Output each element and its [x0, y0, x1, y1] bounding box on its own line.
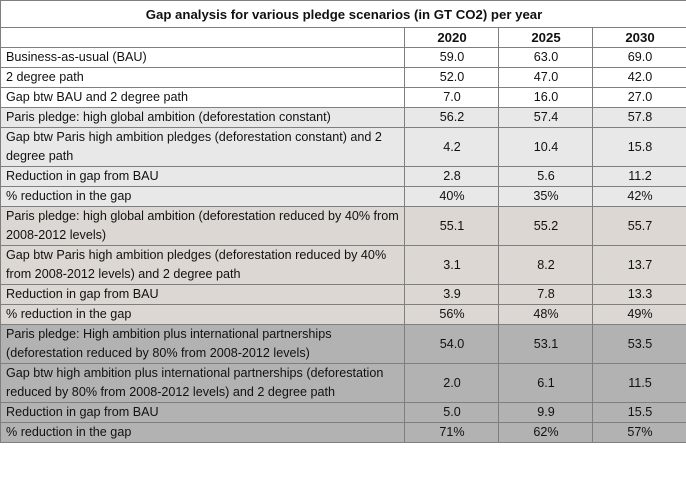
value-cell-2020: 7.0 — [404, 87, 499, 108]
column-header-2030: 2030 — [592, 27, 686, 48]
value-cell-2020: 56% — [404, 304, 499, 325]
value-cell-2030: 11.5 — [592, 363, 686, 403]
value-cell-2030: 42% — [592, 186, 686, 207]
value-cell-2025: 57.4 — [498, 107, 593, 128]
value-cell-2025: 10.4 — [498, 127, 593, 167]
value-cell-2020: 54.0 — [404, 324, 499, 364]
value-cell-2030: 11.2 — [592, 166, 686, 187]
table-row: 2 degree path 52.0 47.0 42.0 — [0, 67, 686, 88]
value-cell-2020: 2.0 — [404, 363, 499, 403]
value-cell-2025: 9.9 — [498, 402, 593, 423]
row-label: % reduction in the gap — [0, 186, 405, 207]
value-cell-2030: 27.0 — [592, 87, 686, 108]
value-cell-2030: 15.8 — [592, 127, 686, 167]
row-label: Gap btw Paris high ambition pledges (def… — [0, 245, 405, 285]
value-cell-2025: 6.1 — [498, 363, 593, 403]
value-cell-2030: 49% — [592, 304, 686, 325]
row-label: 2 degree path — [0, 67, 405, 88]
table-row: Paris pledge: high global ambition (defo… — [0, 107, 686, 128]
value-cell-2025: 63.0 — [498, 47, 593, 68]
row-label: Gap btw Paris high ambition pledges (def… — [0, 127, 405, 167]
value-cell-2020: 40% — [404, 186, 499, 207]
table-row: Gap btw BAU and 2 degree path 7.0 16.0 27.0 — [0, 87, 686, 108]
value-cell-2020: 4.2 — [404, 127, 499, 167]
value-cell-2030: 57% — [592, 422, 686, 443]
value-cell-2020: 52.0 — [404, 67, 499, 88]
value-cell-2025: 7.8 — [498, 284, 593, 305]
table-row: Business-as-usual (BAU) 59.0 63.0 69.0 — [0, 47, 686, 68]
row-label: Paris pledge: high global ambition (defo… — [0, 107, 405, 128]
table-row: Gap btw Paris high ambition pledges (def… — [0, 127, 686, 167]
column-header-2025: 2025 — [498, 27, 593, 48]
header-label-cell — [0, 27, 405, 48]
value-cell-2025: 8.2 — [498, 245, 593, 285]
table-row: % reduction in the gap 40% 35% 42% — [0, 186, 686, 207]
table-row: % reduction in the gap 71% 62% 57% — [0, 422, 686, 443]
value-cell-2020: 55.1 — [404, 206, 499, 246]
value-cell-2020: 59.0 — [404, 47, 499, 68]
value-cell-2030: 53.5 — [592, 324, 686, 364]
table-row: Gap btw Paris high ambition pledges (def… — [0, 245, 686, 285]
value-cell-2020: 71% — [404, 422, 499, 443]
row-label: % reduction in the gap — [0, 422, 405, 443]
table-row: Paris pledge: High ambition plus interna… — [0, 324, 686, 364]
row-label: Gap btw BAU and 2 degree path — [0, 87, 405, 108]
table-row: % reduction in the gap 56% 48% 49% — [0, 304, 686, 325]
value-cell-2020: 3.9 — [404, 284, 499, 305]
table-row: Paris pledge: high global ambition (defo… — [0, 206, 686, 246]
row-label: Paris pledge: high global ambition (defo… — [0, 206, 405, 246]
value-cell-2030: 13.3 — [592, 284, 686, 305]
value-cell-2020: 3.1 — [404, 245, 499, 285]
value-cell-2030: 69.0 — [592, 47, 686, 68]
value-cell-2025: 62% — [498, 422, 593, 443]
row-label: Reduction in gap from BAU — [0, 166, 405, 187]
row-label: Paris pledge: High ambition plus interna… — [0, 324, 405, 364]
row-label: % reduction in the gap — [0, 304, 405, 325]
value-cell-2020: 5.0 — [404, 402, 499, 423]
value-cell-2030: 55.7 — [592, 206, 686, 246]
row-label: Gap btw high ambition plus international… — [0, 363, 405, 403]
value-cell-2020: 2.8 — [404, 166, 499, 187]
value-cell-2025: 55.2 — [498, 206, 593, 246]
table-title: Gap analysis for various pledge scenario… — [0, 0, 686, 28]
table-row: Reduction in gap from BAU 5.0 9.9 15.5 — [0, 402, 686, 423]
value-cell-2030: 42.0 — [592, 67, 686, 88]
value-cell-2030: 15.5 — [592, 402, 686, 423]
row-label: Reduction in gap from BAU — [0, 402, 405, 423]
column-header-2020: 2020 — [404, 27, 499, 48]
header-row: 2020 2025 2030 — [0, 27, 686, 48]
row-label: Reduction in gap from BAU — [0, 284, 405, 305]
gap-analysis-table: Gap analysis for various pledge scenario… — [0, 0, 686, 443]
value-cell-2020: 56.2 — [404, 107, 499, 128]
value-cell-2030: 57.8 — [592, 107, 686, 128]
table-row: Gap btw high ambition plus international… — [0, 363, 686, 403]
table-row: Reduction in gap from BAU 2.8 5.6 11.2 — [0, 166, 686, 187]
value-cell-2030: 13.7 — [592, 245, 686, 285]
value-cell-2025: 53.1 — [498, 324, 593, 364]
table-row: Reduction in gap from BAU 3.9 7.8 13.3 — [0, 284, 686, 305]
table-body: Business-as-usual (BAU) 59.0 63.0 69.0 2 deg… — [0, 47, 686, 443]
value-cell-2025: 48% — [498, 304, 593, 325]
row-label: Business-as-usual (BAU) — [0, 47, 405, 68]
value-cell-2025: 47.0 — [498, 67, 593, 88]
value-cell-2025: 16.0 — [498, 87, 593, 108]
value-cell-2025: 35% — [498, 186, 593, 207]
value-cell-2025: 5.6 — [498, 166, 593, 187]
